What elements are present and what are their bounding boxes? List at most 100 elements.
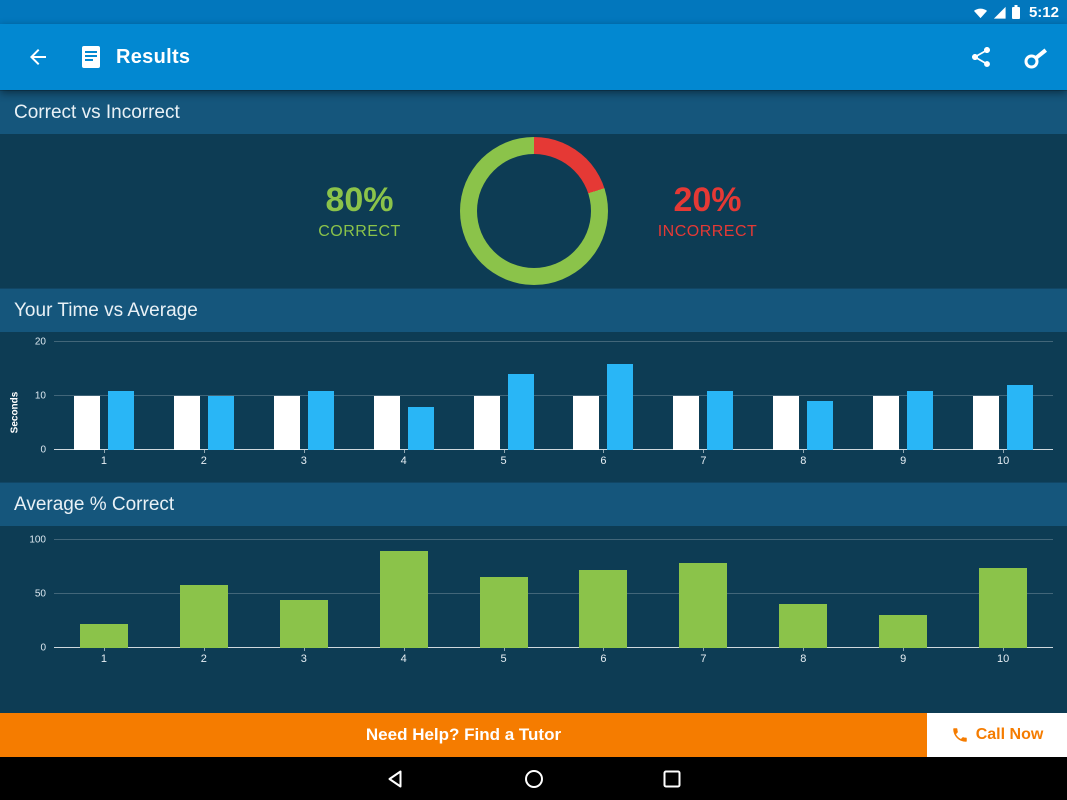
bar-average-correct: [979, 568, 1028, 648]
x-tick-label: 10: [953, 450, 1053, 467]
tutor-banner-label[interactable]: Need Help? Find a Tutor: [365, 725, 562, 744]
x-tick-label: 2: [154, 648, 254, 665]
bar-average: [607, 363, 634, 450]
gridline: [54, 593, 1053, 594]
x-tick-label: 10: [953, 648, 1053, 665]
results-document-icon: [80, 45, 102, 69]
bar-group: [54, 342, 154, 450]
nav-back-button[interactable]: [382, 765, 410, 793]
bar-group: [254, 342, 354, 450]
bar-average-correct: [79, 624, 128, 648]
correct-stat: 80% CORRECT: [300, 181, 420, 241]
gridline: [54, 647, 1053, 648]
correct-label: CORRECT: [318, 223, 401, 240]
battery-icon: [1011, 5, 1020, 19]
y-tick-label: 10: [34, 390, 46, 402]
incorrect-label: INCORRECT: [657, 223, 758, 240]
x-tick-label: 8: [753, 648, 853, 665]
nav-home-button[interactable]: [520, 765, 548, 793]
bar-your-time: [373, 396, 400, 450]
bar-average-correct: [379, 550, 428, 648]
phone-icon: [952, 728, 967, 742]
bar-group: [853, 540, 953, 648]
x-tick-label: 5: [454, 450, 554, 467]
bar-average: [807, 401, 834, 450]
back-button[interactable]: [18, 37, 58, 77]
x-tick-label: 3: [254, 450, 354, 467]
page-title: Results: [116, 45, 191, 68]
bar-group: [554, 342, 654, 450]
bar-group: [554, 540, 654, 648]
gridline: [54, 449, 1053, 450]
gridline: [54, 341, 1053, 342]
bar-group: [354, 540, 454, 648]
bar-your-time: [173, 396, 200, 450]
bar-group: [54, 540, 154, 648]
x-axis-labels: 1 2 3 4 5 6 7 8 9 10: [54, 648, 1053, 665]
x-tick-label: 2: [154, 450, 254, 467]
bar-group: [753, 342, 853, 450]
bar-your-time: [573, 396, 600, 450]
whistle-icon: [1024, 48, 1047, 69]
bar-average-correct: [479, 576, 528, 648]
bar-group: [653, 342, 753, 450]
bar-average: [407, 406, 434, 450]
nav-home-icon: [524, 769, 543, 788]
y-axis: 0 50 100: [24, 535, 54, 654]
bar-average-correct: [179, 585, 228, 648]
y-tick-label: 20: [34, 336, 46, 348]
incorrect-stat: 20% INCORRECT: [648, 181, 768, 241]
plot-area: [54, 341, 1053, 450]
x-tick-label: 7: [653, 450, 753, 467]
bar-average-correct: [779, 603, 828, 648]
bar-average-correct: [879, 614, 928, 648]
android-nav-bar: [0, 757, 1067, 800]
x-tick-label: 8: [753, 450, 853, 467]
call-now-label: Call Now: [975, 726, 1044, 743]
section-header-time-vs-average: Your Time vs Average: [0, 288, 1067, 332]
bar-average: [507, 374, 534, 450]
y-axis-title: Seconds: [9, 391, 21, 433]
bar-your-time: [73, 396, 100, 450]
bar-group: [953, 540, 1053, 648]
plot-area: [54, 539, 1053, 648]
x-tick-label: 1: [54, 648, 154, 665]
y-tick-label: 50: [34, 588, 46, 600]
status-bar: 5:12: [0, 0, 1067, 24]
x-tick-label: 7: [653, 648, 753, 665]
bar-group: [354, 342, 454, 450]
app-bar: Results: [0, 24, 1067, 90]
time-vs-average-chart: Seconds 0 10 20 1 2 3 4 5 6 7 8 9 10: [0, 332, 1067, 482]
x-tick-label: 6: [554, 648, 654, 665]
bar-group: [454, 540, 554, 648]
donut-hole: [476, 154, 591, 268]
nav-back-icon: [388, 770, 401, 787]
bar-group: [254, 540, 354, 648]
bar-your-time: [973, 396, 1000, 450]
share-button[interactable]: [969, 45, 993, 69]
incorrect-percentage: 20%: [673, 181, 742, 219]
correct-incorrect-donut-chart: [459, 137, 608, 285]
x-tick-label: 5: [454, 648, 554, 665]
y-tick-label: 0: [40, 642, 46, 654]
share-icon: [972, 47, 990, 67]
x-tick-label: 9: [853, 450, 953, 467]
bar-your-time: [273, 396, 300, 450]
x-tick-label: 4: [354, 648, 454, 665]
y-tick-label: 0: [40, 444, 46, 456]
whistle-button[interactable]: [1023, 45, 1049, 69]
section-header-correct-vs-incorrect: Correct vs Incorrect: [0, 90, 1067, 134]
bar-average: [107, 390, 134, 450]
bar-your-time: [473, 396, 500, 450]
nav-recents-button[interactable]: [658, 765, 686, 793]
correct-percentage: 80%: [325, 181, 394, 219]
bar-group: [653, 540, 753, 648]
call-now-button[interactable]: Call Now: [927, 713, 1067, 757]
y-tick-label: 100: [29, 534, 46, 546]
correct-incorrect-panel: 80% CORRECT 20% INCORRECT: [0, 134, 1067, 288]
bar-group: [454, 342, 554, 450]
nav-recents-icon: [663, 770, 680, 787]
bar-average: [307, 390, 334, 450]
arrow-left-icon: [30, 49, 46, 65]
tutor-banner[interactable]: Need Help? Find a Tutor Call Now: [0, 713, 1067, 757]
